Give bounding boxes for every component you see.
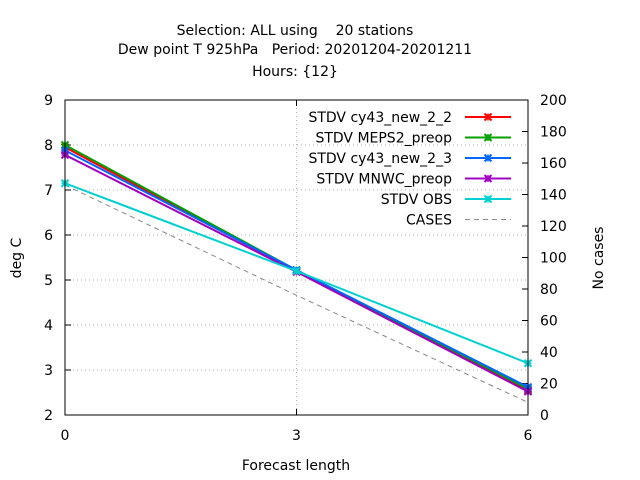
legend-label: STDV MNWC_preop <box>316 172 452 188</box>
y-tick-label: 5 <box>44 273 53 289</box>
x-tick-label: 0 <box>61 428 70 444</box>
y-tick-label: 9 <box>44 93 53 109</box>
x-tick-label: 3 <box>292 428 301 444</box>
chart-title: Selection: ALL using 20 stations Dew poi… <box>118 23 472 80</box>
y2-tick-label: 20 <box>540 377 558 393</box>
series-point <box>292 266 301 276</box>
y2-tick-label: 180 <box>540 125 567 141</box>
y2-tick-label: 60 <box>540 314 558 330</box>
y-axis-label: deg C <box>9 237 25 278</box>
title-line-3: Hours: {12} <box>252 64 338 80</box>
series-lines <box>60 140 533 403</box>
grid <box>65 100 528 415</box>
series-6 <box>64 184 529 403</box>
y2-tick-label: 40 <box>540 345 558 361</box>
y-axis-ticks: 2 3 4 5 6 7 8 9 <box>44 93 71 424</box>
y-tick-label: 7 <box>44 183 53 199</box>
plot-frame <box>64 99 529 416</box>
legend-marker <box>483 174 493 183</box>
title-line-1: Selection: ALL using 20 stations <box>177 23 414 39</box>
legend-marker <box>483 153 493 163</box>
x-tick-label: 6 <box>524 428 533 444</box>
y2-tick-label: 200 <box>540 93 567 109</box>
x-axis-label: Forecast length <box>242 458 350 474</box>
title-line-2: Dew point T 925hPa Period: 20201204-2020… <box>118 42 472 58</box>
y-tick-label: 3 <box>44 363 53 379</box>
y2-tick-label: 160 <box>540 156 567 172</box>
y-tick-label: 6 <box>44 228 53 244</box>
series-line <box>64 184 529 403</box>
legend-label: STDV cy43_new_2_2 <box>308 110 452 126</box>
legend-label: STDV MEPS2_preop <box>315 131 452 147</box>
legend-marker <box>483 112 493 122</box>
legend-label: STDV cy43_new_2_3 <box>308 151 452 167</box>
y2-axis-label: No cases <box>591 227 607 290</box>
y-tick-label: 8 <box>44 138 53 154</box>
series-5 <box>60 179 533 368</box>
legend: STDV cy43_new_2_2 STDV MEPS2_preop STDV cy… <box>308 110 511 229</box>
y2-tick-label: 140 <box>540 188 567 204</box>
legend-marker <box>483 133 493 142</box>
legend-marker <box>483 194 493 204</box>
y-tick-label: 4 <box>44 318 53 334</box>
y-tick-label: 2 <box>44 408 53 424</box>
legend-label: CASES <box>406 213 452 229</box>
y2-tick-label: 120 <box>540 219 567 235</box>
y2-tick-label: 0 <box>540 408 549 424</box>
legend-label: STDV OBS <box>381 192 452 208</box>
y2-tick-label: 100 <box>540 251 567 267</box>
y2-axis-ticks: 0 20 40 60 80 100 120 140 160 180 200 <box>522 93 567 424</box>
y2-tick-label: 80 <box>540 282 558 298</box>
